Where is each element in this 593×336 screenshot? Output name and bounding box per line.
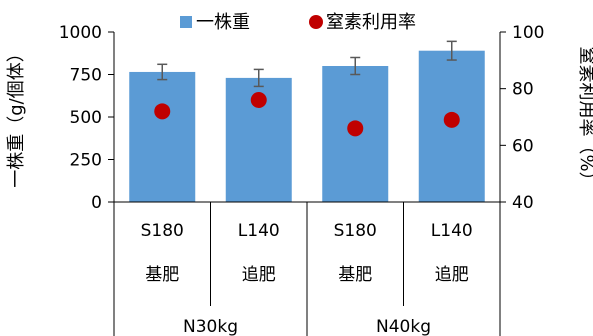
legend-bar-swatch xyxy=(180,16,192,28)
x-tick-label-fertilizer: 基肥 xyxy=(338,265,372,285)
plot-area: 0 250 500 750 1000 40 60 80 100 S180 基肥 L140 追肥 S180 基… xyxy=(59,23,544,336)
x-tick-label-treatment: L140 xyxy=(238,221,280,241)
y-axis-right-label: 窒素利用率（%） xyxy=(576,46,593,189)
x-group-label: N30kg xyxy=(183,317,238,336)
y-right-tick-label: 80 xyxy=(512,80,534,100)
legend-bar-label: 一株重 xyxy=(196,12,250,33)
x-tick-label-treatment: S180 xyxy=(141,221,184,241)
x-tick-label-treatment: L140 xyxy=(431,221,473,241)
legend-marker-label: 窒素利用率 xyxy=(326,12,416,33)
bar xyxy=(129,71,196,202)
marker-point xyxy=(443,111,460,128)
x-tick-label-fertilizer: 基肥 xyxy=(145,265,179,285)
marker-point xyxy=(154,103,171,120)
y-left-tick-label: 1000 xyxy=(59,23,102,43)
marker-point xyxy=(250,92,267,108)
x-group-label: N40kg xyxy=(376,317,431,336)
marker-point xyxy=(347,120,364,137)
x-tick-label-fertilizer: 追肥 xyxy=(435,265,469,285)
y-left-tick-label: 500 xyxy=(70,108,102,128)
y-left-tick-label: 0 xyxy=(91,193,102,213)
y-right-tick-label: 40 xyxy=(512,193,534,213)
y-left-tick-label: 750 xyxy=(70,66,102,86)
legend-marker-swatch xyxy=(309,15,323,29)
y-right-tick-label: 60 xyxy=(512,136,534,156)
y-axis-left-label: 一株重（g/個体） xyxy=(6,44,27,188)
x-tick-label-fertilizer: 追肥 xyxy=(242,265,276,285)
y-left-tick-label: 250 xyxy=(70,151,102,171)
x-tick-label-treatment: S180 xyxy=(334,221,377,241)
legend: 一株重 窒素利用率 xyxy=(180,12,416,33)
y-right-tick-label: 100 xyxy=(512,23,544,43)
